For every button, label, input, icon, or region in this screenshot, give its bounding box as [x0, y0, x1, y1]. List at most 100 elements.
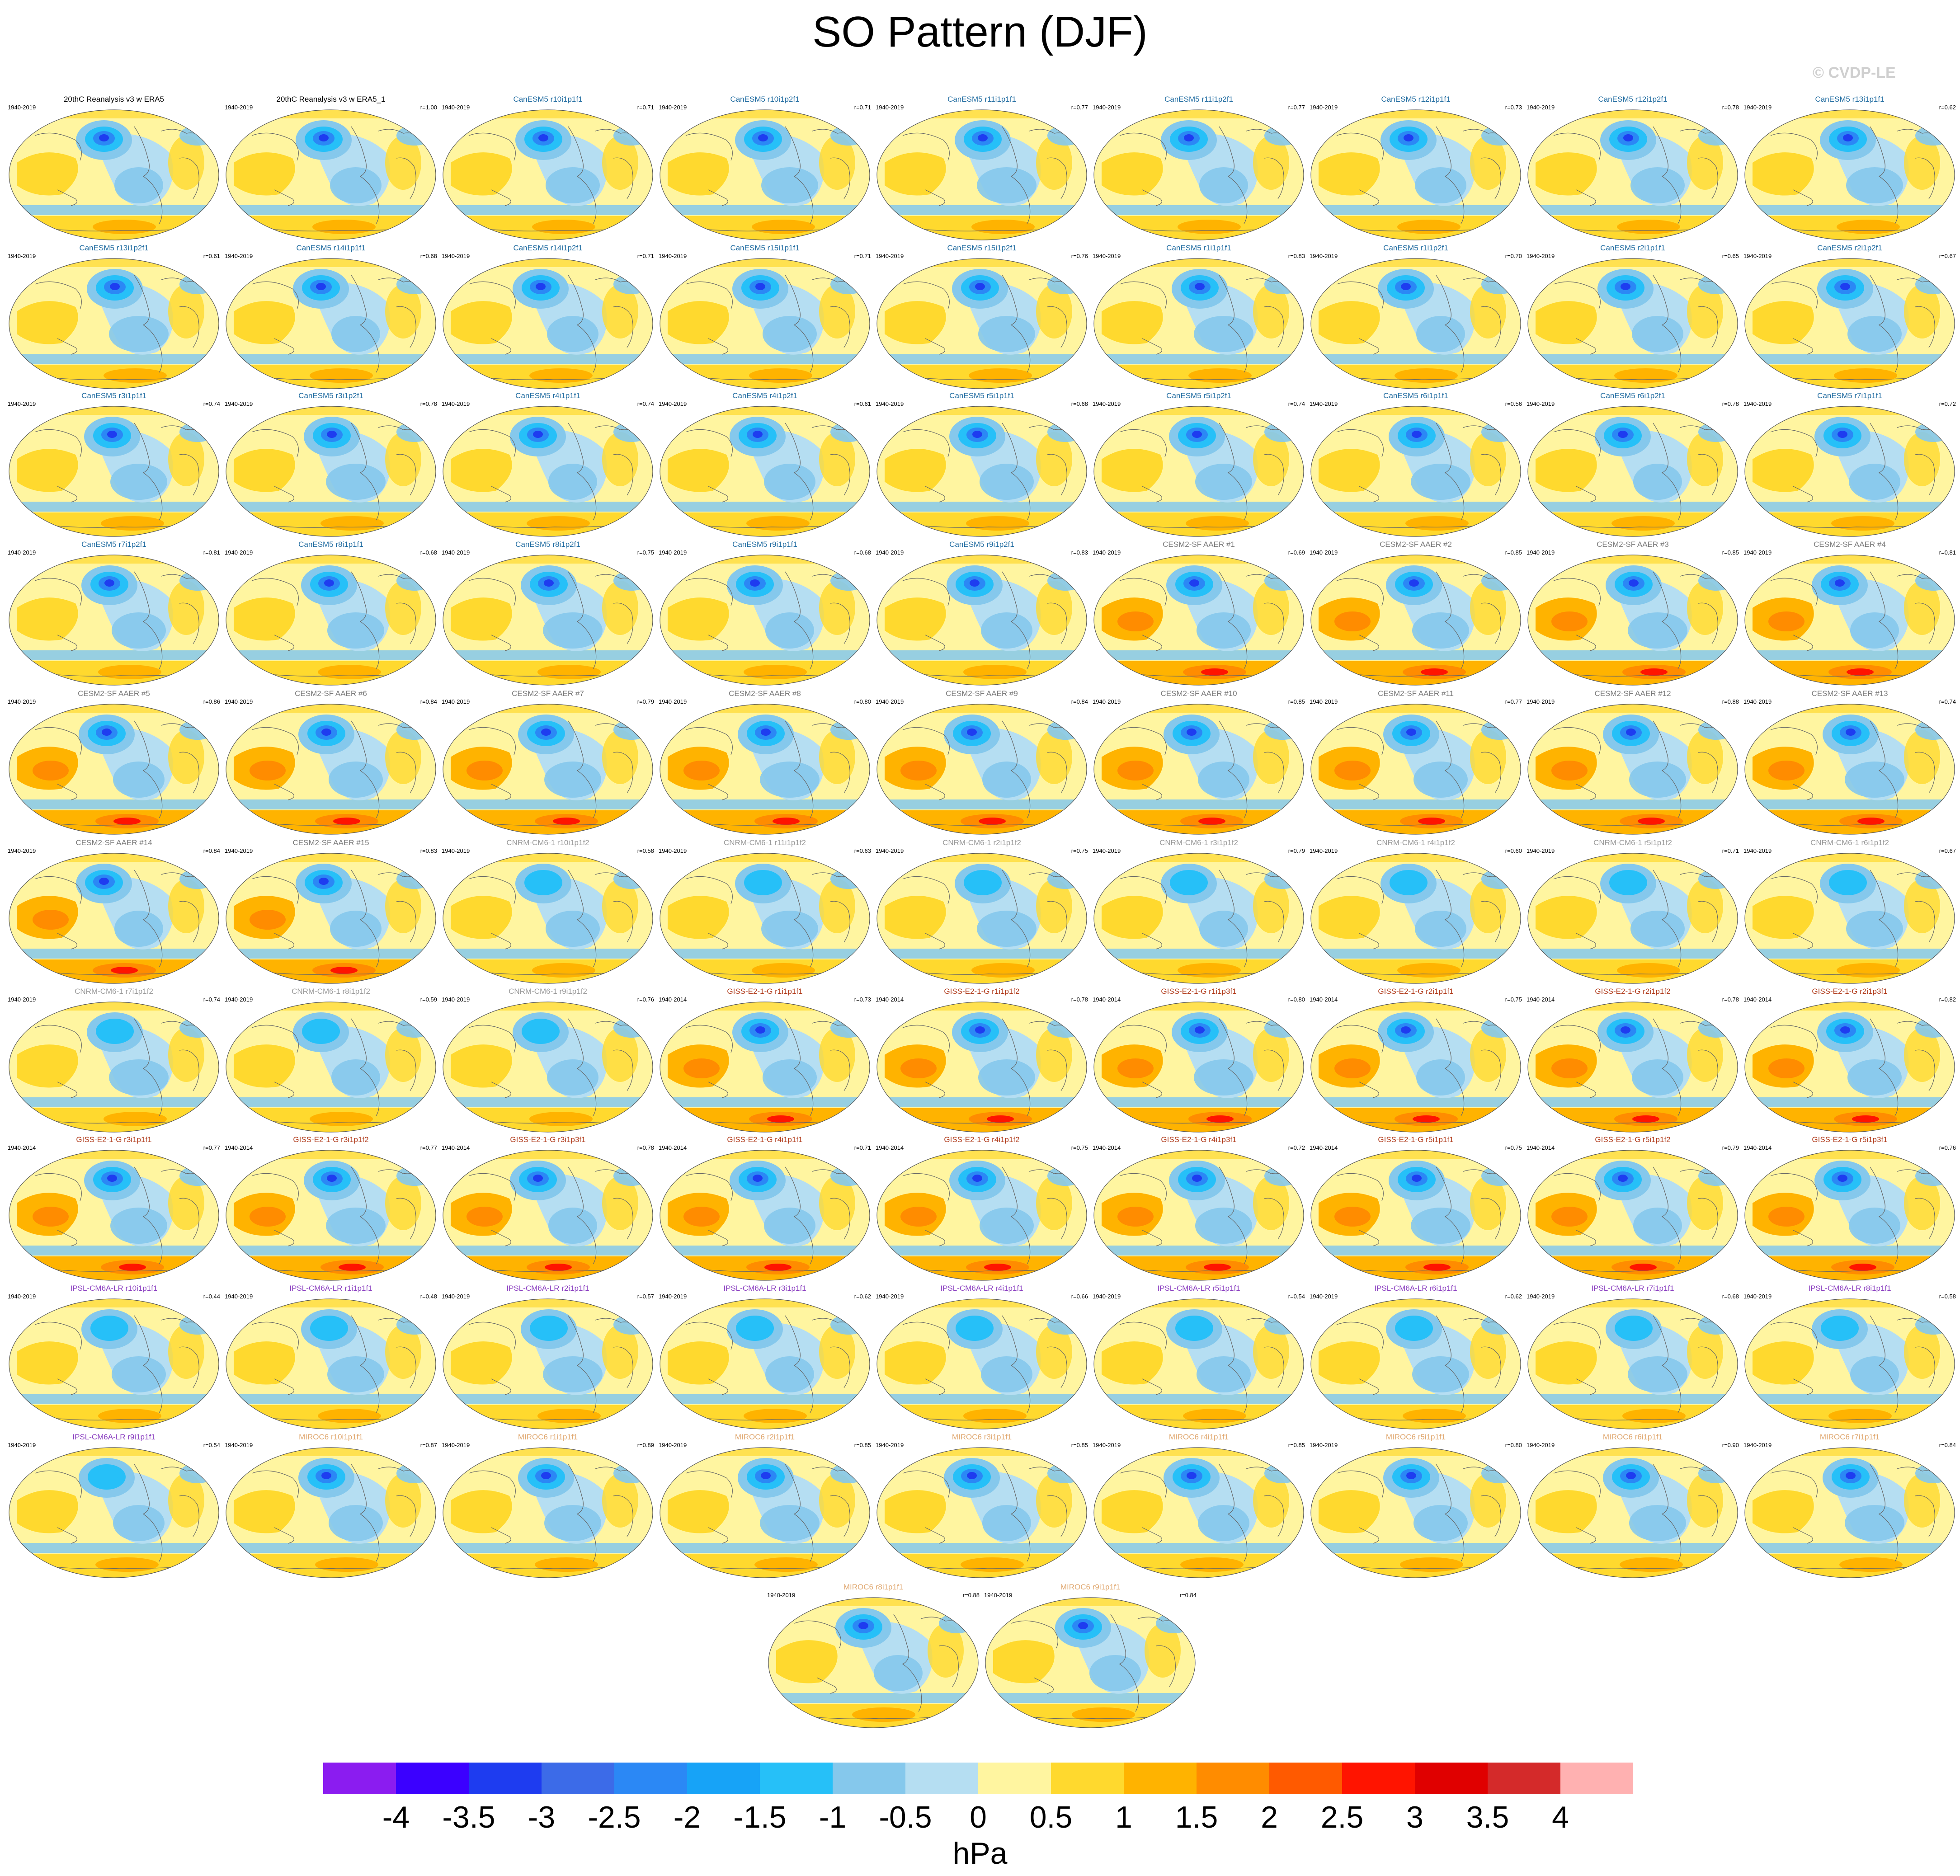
- panel-years: 1940-2014: [876, 1144, 904, 1151]
- panel-title: CanESM5 r3i1p2f1: [298, 391, 363, 400]
- panel-correlation: r=0.71: [637, 253, 654, 259]
- map-panel: IPSL-CM6A-LR r3i1p1f1 1940-2019 r=0.62: [659, 1281, 871, 1430]
- map-panel: CNRM-CM6-1 r8i1p1f2 1940-2019 r=0.59: [225, 984, 437, 1133]
- sea-level-pressure-map: [443, 109, 653, 240]
- map-panel: CanESM5 r11i1p2f1 1940-2019 r=0.77: [1093, 92, 1305, 241]
- panel-correlation: r=0.84: [1939, 1442, 1956, 1448]
- panel-title: CanESM5 r7i1p2f1: [81, 540, 146, 549]
- panel-years: 1940-2019: [1527, 104, 1555, 111]
- panel-title: CanESM5 r11i1p2f1: [1164, 95, 1233, 103]
- panel-correlation: r=0.74: [203, 400, 220, 407]
- panel-title: CanESM5 r5i1p2f1: [1166, 391, 1231, 400]
- map-panel: MIROC6 r5i1p1f1 1940-2019 r=0.80: [1310, 1430, 1522, 1579]
- sea-level-pressure-map: [9, 704, 219, 835]
- sea-level-pressure-map: [1744, 406, 1955, 537]
- sea-level-pressure-map: [9, 406, 219, 537]
- map-panel: MIROC6 r7i1p1f1 1940-2019 r=0.84: [1743, 1430, 1956, 1579]
- sea-level-pressure-map: [1527, 1447, 1738, 1578]
- panel-title: CanESM5 r13i1p2f1: [79, 244, 149, 252]
- panel-title: CanESM5 r14i1p1f1: [296, 244, 366, 252]
- colorbar-tick-label: -2.5: [588, 1800, 641, 1834]
- panel-title: CESM2-SF AAER #4: [1814, 540, 1886, 549]
- panel-title: CNRM-CM6-1 r2i1p1f2: [942, 838, 1021, 847]
- panel-years: 1940-2014: [225, 1144, 253, 1151]
- panel-correlation: r=0.81: [1939, 549, 1956, 556]
- panel-title: MIROC6 r7i1p1f1: [1819, 1433, 1880, 1441]
- colorbar-swatch: [1051, 1763, 1124, 1794]
- panel-years: 1940-2019: [659, 847, 687, 854]
- sea-level-pressure-map: [9, 1298, 219, 1429]
- panel-title: IPSL-CM6A-LR r2i1p1f1: [506, 1284, 589, 1293]
- map-panel: CanESM5 r15i1p1f1 1940-2019 r=0.71: [659, 241, 871, 390]
- panel-correlation: r=0.73: [854, 996, 871, 1003]
- sea-level-pressure-map: [226, 1001, 436, 1133]
- panel-correlation: r=0.76: [1939, 1144, 1956, 1151]
- map-panel: IPSL-CM6A-LR r5i1p1f1 1940-2019 r=0.54: [1093, 1281, 1305, 1430]
- sea-level-pressure-map: [876, 555, 1087, 686]
- panel-years: 1940-2019: [8, 1293, 36, 1300]
- panel-correlation: r=0.75: [1505, 1144, 1522, 1151]
- colorbar-tick-label: -1.5: [733, 1800, 787, 1834]
- panel-years: 1940-2019: [1743, 104, 1772, 111]
- panel-title: CNRM-CM6-1 r9i1p1f2: [509, 987, 587, 996]
- panel-years: 1940-2019: [1093, 104, 1121, 111]
- map-panel: CanESM5 r8i1p2f1 1940-2019 r=0.75: [442, 537, 654, 686]
- sea-level-pressure-map: [443, 555, 653, 686]
- map-panel: CESM2-SF AAER #4 1940-2019 r=0.81: [1743, 537, 1956, 686]
- panel-years: 1940-2019: [1743, 549, 1772, 556]
- panel-correlation: r=0.75: [1071, 847, 1088, 854]
- sea-level-pressure-map: [9, 853, 219, 984]
- panel-years: 1940-2019: [1527, 1293, 1555, 1300]
- sea-level-pressure-map: [226, 1447, 436, 1578]
- sea-level-pressure-map: [226, 406, 436, 537]
- map-panel: MIROC6 r1i1p1f1 1940-2019 r=0.89: [442, 1430, 654, 1579]
- map-panel: GISS-E2-1-G r3i1p1f1 1940-2014 r=0.77: [8, 1133, 220, 1282]
- panel-correlation: r=0.85: [1722, 549, 1739, 556]
- panel-correlation: r=0.62: [854, 1293, 871, 1300]
- sea-level-pressure-map: [1093, 853, 1304, 984]
- colorbar-tick-label: 0.5: [1029, 1800, 1073, 1834]
- panel-years: 1940-2019: [1527, 698, 1555, 705]
- panel-years: 1940-2019: [442, 698, 470, 705]
- panel-title: IPSL-CM6A-LR r7i1p1f1: [1591, 1284, 1674, 1293]
- panel-years: 1940-2019: [8, 400, 36, 407]
- panel-title: GISS-E2-1-G r5i1p1f1: [1378, 1135, 1454, 1144]
- sea-level-pressure-map: [1744, 555, 1955, 686]
- sea-level-pressure-map: [876, 704, 1087, 835]
- map-panel: CESM2-SF AAER #10 1940-2019 r=0.85: [1093, 686, 1305, 836]
- sea-level-pressure-map: [1310, 1447, 1521, 1578]
- panel-years: 1940-2019: [876, 847, 904, 854]
- panel-title: CNRM-CM6-1 r5i1p1f2: [1593, 838, 1672, 847]
- map-panel: MIROC6 r9i1p1f1 1940-2019 r=0.84: [984, 1580, 1197, 1729]
- sea-level-pressure-map: [443, 1001, 653, 1133]
- sea-level-pressure-map: [1744, 853, 1955, 984]
- sea-level-pressure-map: [1527, 109, 1738, 240]
- sea-level-pressure-map: [1093, 109, 1304, 240]
- map-panel: MIROC6 r3i1p1f1 1940-2019 r=0.85: [876, 1430, 1088, 1579]
- panel-correlation: r=0.59: [420, 996, 437, 1003]
- panel-correlation: r=0.80: [1288, 996, 1305, 1003]
- map-panel: CanESM5 r6i1p1f1 1940-2019 r=0.56: [1310, 389, 1522, 538]
- sea-level-pressure-map: [1744, 1447, 1955, 1578]
- sea-level-pressure-map: [9, 109, 219, 240]
- map-panel: CanESM5 r9i1p1f1 1940-2019 r=0.68: [659, 537, 871, 686]
- panel-title: CanESM5 r8i1p2f1: [515, 540, 580, 549]
- panel-title: GISS-E2-1-G r2i1p1f1: [1378, 987, 1454, 996]
- map-panel: CESM2-SF AAER #7 1940-2019 r=0.79: [442, 686, 654, 836]
- panel-title: CanESM5 r12i1p2f1: [1598, 95, 1668, 103]
- panel-years: 1940-2019: [1527, 847, 1555, 854]
- map-panel: GISS-E2-1-G r3i1p3f1 1940-2014 r=0.78: [442, 1133, 654, 1282]
- panel-years: 1940-2014: [8, 1144, 36, 1151]
- colorbar-swatch: [1560, 1763, 1633, 1794]
- sea-level-pressure-map: [660, 109, 870, 240]
- panel-years: 1940-2019: [1310, 104, 1338, 111]
- map-panel: CanESM5 r10i1p1f1 1940-2019 r=0.71: [442, 92, 654, 241]
- panel-title: IPSL-CM6A-LR r8i1p1f1: [1808, 1284, 1891, 1293]
- panel-title: CNRM-CM6-1 r3i1p1f2: [1159, 838, 1238, 847]
- panel-years: 1940-2014: [1310, 1144, 1338, 1151]
- panel-title: GISS-E2-1-G r4i1p3f1: [1161, 1135, 1237, 1144]
- map-panel: CNRM-CM6-1 r5i1p1f2 1940-2019 r=0.71: [1527, 836, 1739, 985]
- panel-title: MIROC6 r4i1p1f1: [1168, 1433, 1229, 1441]
- colorbar-swatch: [469, 1763, 542, 1794]
- sea-level-pressure-map: [1744, 1150, 1955, 1281]
